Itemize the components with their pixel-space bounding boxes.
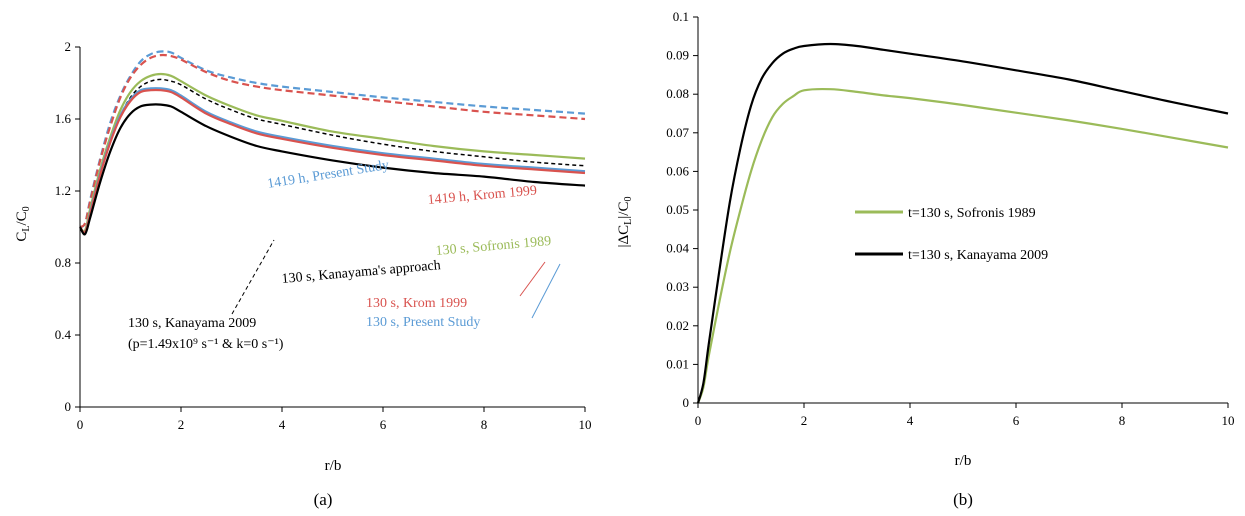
x-tick-label: 0 xyxy=(695,413,702,428)
leader-line-kanayama-2009 xyxy=(231,239,275,315)
y-axis-label-b: |ΔCL|/C0 xyxy=(616,197,634,248)
y-tick-label: 2 xyxy=(65,39,72,54)
x-tick-label: 8 xyxy=(1119,413,1126,428)
y-tick-label: 0.02 xyxy=(666,318,689,333)
x-tick-labels-a: 0 2 4 6 8 10 xyxy=(77,417,592,432)
annotation-1419h-present-study: 1419 h, Present Study xyxy=(266,158,390,192)
leader-line-krom xyxy=(519,261,546,297)
y-tick-label: 0.03 xyxy=(666,279,689,294)
y-tick-labels-a: 0 0.4 0.8 1.2 1.6 2 xyxy=(55,39,72,414)
leader-line-present-study xyxy=(531,263,561,319)
x-tick-label: 2 xyxy=(178,417,185,432)
annotation-130s-kanayama-approach: 130 s, Kanayama's approach xyxy=(281,258,441,287)
series-line-130-s-krom-1999 xyxy=(79,88,586,234)
legend-label-kanayama: t=130 s, Kanayama 2009 xyxy=(908,248,1048,263)
series-line-t-130-s-kanayama-2009 xyxy=(696,42,1229,404)
series-line-t-130-s-sofronis-1989 xyxy=(696,87,1229,404)
x-tick-label: 6 xyxy=(1013,413,1020,428)
x-tick-label: 2 xyxy=(801,413,808,428)
y-tick-label: 0.07 xyxy=(666,125,689,140)
series-line-130-s-kanayama-s-approach xyxy=(79,103,586,236)
y-tick-label: 0.01 xyxy=(666,356,689,371)
y-tick-label: 0.1 xyxy=(673,9,689,24)
legend-b: t=130 s, Sofronis 1989 t=130 s, Kanayama… xyxy=(855,206,1048,263)
x-tick-label: 4 xyxy=(279,417,286,432)
y-tick-labels-b: 0 0.01 0.02 0.03 0.04 0.05 0.06 0.07 0.08 0.09 0.1 xyxy=(666,9,689,410)
tick-marks-b xyxy=(693,16,1229,408)
chart-panel-b: 0 0.01 0.02 0.03 0.04 0.05 0.06 0.07 0.08 0.09 0.1… xyxy=(616,9,1235,509)
x-axis-label-a: r/b xyxy=(325,458,342,474)
series-line-130-s-sofronis-1989 xyxy=(79,72,586,233)
annotation-1419h-krom: 1419 h, Krom 1999 xyxy=(427,183,538,208)
x-tick-label: 6 xyxy=(380,417,387,432)
x-tick-labels-b: 0 2 4 6 8 10 xyxy=(695,413,1235,428)
x-tick-label: 8 xyxy=(481,417,488,432)
y-tick-label: 0.06 xyxy=(666,163,689,178)
x-tick-label: 0 xyxy=(77,417,84,432)
y-tick-label: 0 xyxy=(65,399,72,414)
x-tick-label: 4 xyxy=(907,413,914,428)
annotation-130s-krom: 130 s, Krom 1999 xyxy=(366,296,467,311)
legend-label-sofronis: t=130 s, Sofronis 1989 xyxy=(908,206,1036,221)
y-tick-label: 0 xyxy=(683,395,690,410)
annotation-130s-sofronis: 130 s, Sofronis 1989 xyxy=(435,234,552,259)
y-tick-label: 0.09 xyxy=(666,48,689,63)
series-line-130-s-kanayama-2009 xyxy=(79,78,586,233)
y-tick-label: 0.4 xyxy=(55,327,72,342)
caption-b: (b) xyxy=(953,490,973,509)
x-tick-label: 10 xyxy=(1222,413,1235,428)
y-tick-label: 0.08 xyxy=(666,86,689,101)
annotation-kanayama-params: (p=1.49x10⁹ s⁻¹ & k=0 s⁻¹) xyxy=(128,337,284,352)
series-line-1419-h-krom-1999 xyxy=(79,53,586,229)
caption-a: (a) xyxy=(314,490,333,509)
y-axis-label-a: CL/C0 xyxy=(14,206,32,241)
x-tick-label: 10 xyxy=(579,417,592,432)
annotation-130s-present-study: 130 s, Present Study xyxy=(366,315,480,330)
y-tick-label: 0.05 xyxy=(666,202,689,217)
y-tick-label: 1.2 xyxy=(55,183,71,198)
y-tick-label: 1.6 xyxy=(55,111,72,126)
tick-marks-a xyxy=(75,46,586,412)
chart-panel-a: 0 0.4 0.8 1.2 1.6 2 0 2 4 6 8 10 r/b CL/C0 1419 h,… xyxy=(14,39,592,509)
x-axis-label-b: r/b xyxy=(955,453,972,469)
y-tick-label: 0.8 xyxy=(55,255,71,270)
annotation-130s-kanayama-2009: 130 s, Kanayama 2009 xyxy=(128,316,256,331)
series-group-b xyxy=(696,42,1229,404)
series-group-a xyxy=(79,50,586,236)
y-tick-label: 0.04 xyxy=(666,241,689,256)
